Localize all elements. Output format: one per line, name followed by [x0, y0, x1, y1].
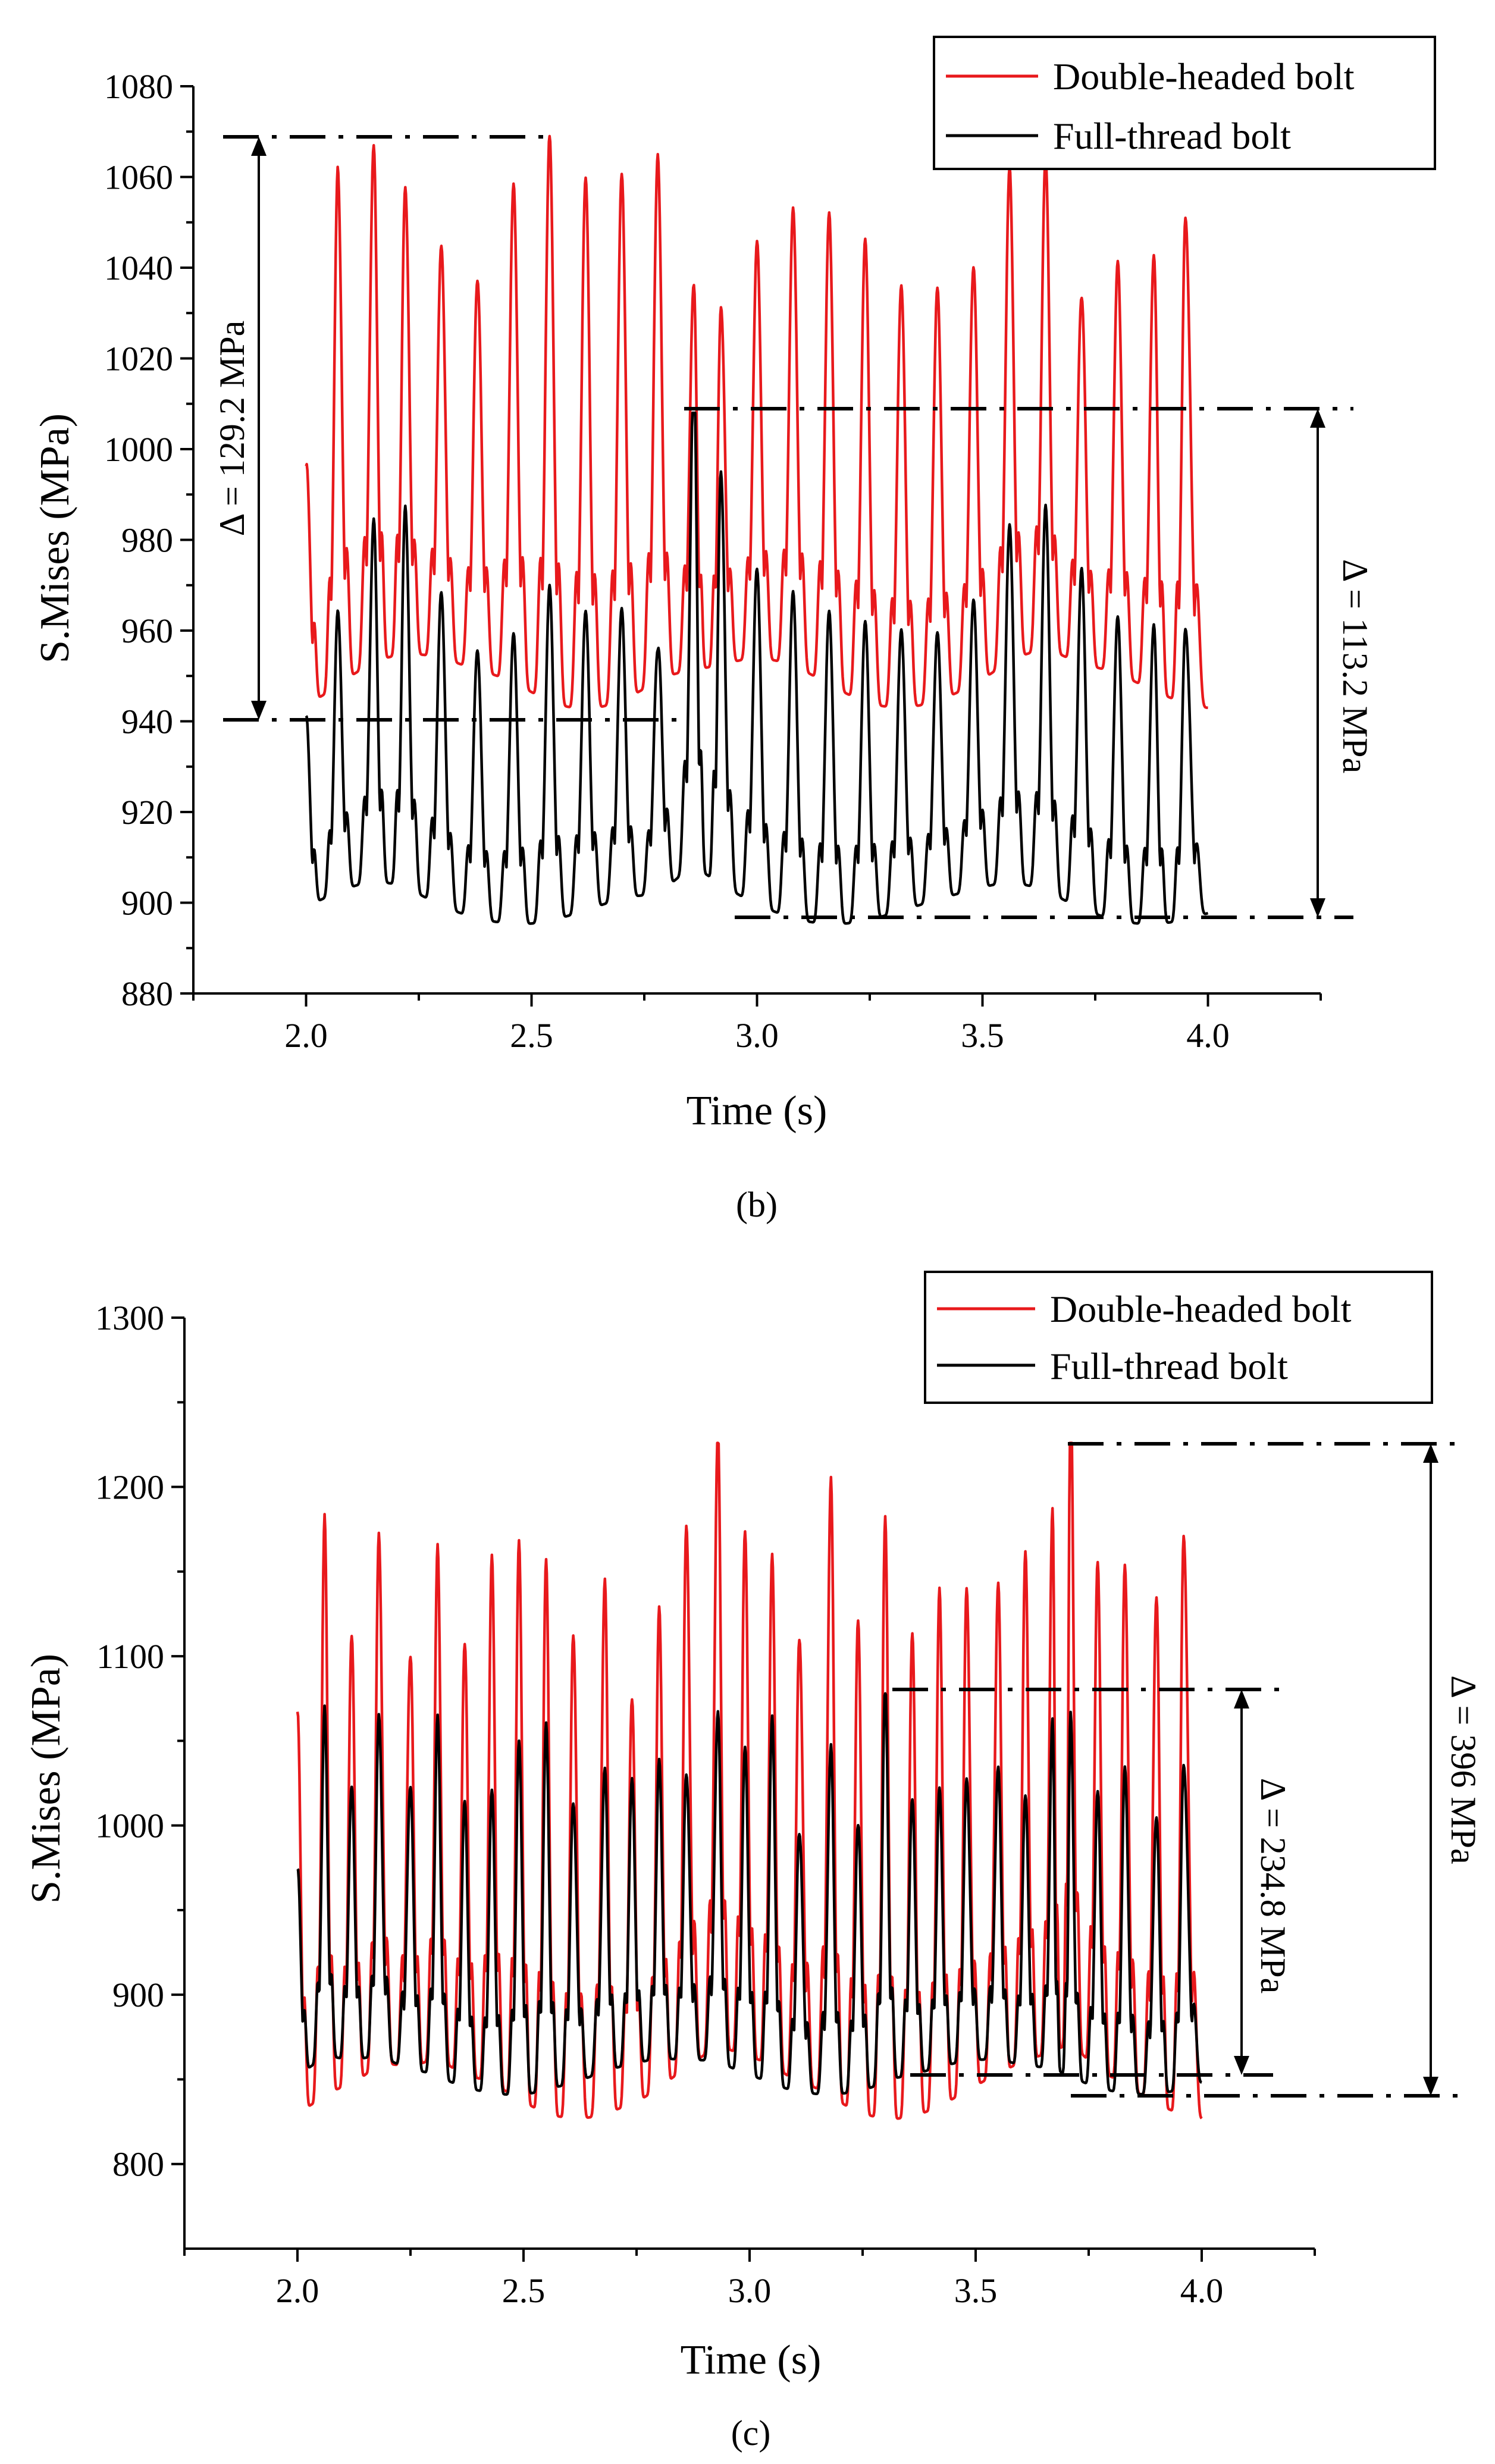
y-tick-label: 920 — [121, 793, 173, 832]
y-tick-label: 1040 — [104, 249, 173, 287]
y-tick-label: 1300 — [95, 1299, 164, 1337]
legend-label-double: Double-headed bolt — [1053, 55, 1355, 98]
legend-box — [924, 1271, 1433, 1404]
annotation-text: Δ = 234.8 MPa — [1253, 1778, 1293, 1993]
chart-panel-b: 880 900 920 940 960 980 1000 1020 1040 1060 1080 2.… — [32, 36, 1436, 1224]
y-tick-label: 1000 — [95, 1807, 164, 1845]
tick-group: 880 900 920 940 960 980 1000 1020 1040 1060 1080 2.… — [104, 67, 1322, 1055]
panel-label-c: (c) — [731, 2413, 771, 2453]
x-tick-label: 3.5 — [954, 2271, 998, 2310]
y-tick-label: 880 — [121, 974, 173, 1013]
x-tick-label: 3.5 — [961, 1016, 1004, 1055]
y-tick-label: 940 — [121, 703, 173, 741]
series-group — [305, 134, 1209, 925]
y-tick-label: 1100 — [96, 1637, 164, 1676]
panel-label-b: (b) — [736, 1185, 778, 1224]
x-tick-label: 4.0 — [1186, 1016, 1230, 1055]
x-tick-label: 2.0 — [284, 1016, 328, 1055]
y-axis-title: S.Mises (MPa) — [23, 1654, 69, 1904]
y-tick-label: 900 — [112, 1976, 164, 2014]
x-tick-label: 4.0 — [1180, 2271, 1224, 2310]
arrow-head-down — [251, 701, 267, 720]
y-tick-label: 1200 — [95, 1468, 164, 1507]
arrow-head-down — [1423, 2077, 1438, 2096]
x-tick-label: 2.0 — [276, 2271, 319, 2310]
y-tick-label: 800 — [112, 2145, 164, 2184]
annotation-inner: Δ = 234.8 MPa — [892, 1688, 1293, 2077]
annotation-left: Δ = 129.2 MPa — [212, 135, 678, 722]
annotation-text: Δ = 396 MPa — [1444, 1675, 1483, 1864]
series-line-full-thread — [305, 411, 1209, 925]
legend-label-double: Double-headed bolt — [1050, 1288, 1352, 1330]
legend: Double-headed bolt Full-thread bolt — [933, 36, 1436, 170]
annotation-right: Δ = 113.2 MPa — [684, 407, 1375, 919]
arrow-head-down — [1310, 898, 1325, 917]
legend-label-full: Full-thread bolt — [1053, 115, 1291, 157]
y-tick-label: 1020 — [104, 340, 173, 378]
arrow-head-up — [1423, 1444, 1438, 1463]
x-axis-title: Time (s) — [681, 2337, 822, 2383]
y-tick-label: 1000 — [104, 430, 173, 469]
legend: Double-headed bolt Full-thread bolt — [924, 1271, 1433, 1404]
y-axis-title: S.Mises (MPa) — [32, 413, 78, 663]
x-tick-label: 2.5 — [502, 2271, 546, 2310]
chart-panel-c: 800 900 1000 1100 1200 1300 2.0 2.5 3.0 3.5 4.0 Ti… — [23, 1271, 1483, 2453]
series-line-double-headed — [305, 134, 1209, 710]
annotation-text: Δ = 129.2 MPa — [212, 321, 252, 536]
legend-label-full: Full-thread bolt — [1050, 1345, 1288, 1387]
arrow-head-down — [1234, 2056, 1249, 2075]
series-line-full-thread — [296, 1692, 1203, 2096]
arrow-head-up — [251, 137, 267, 156]
y-tick-label: 960 — [121, 612, 173, 650]
annotation-text: Δ = 113.2 MPa — [1336, 559, 1375, 773]
x-tick-label: 2.5 — [510, 1016, 553, 1055]
y-tick-label: 1080 — [104, 67, 173, 106]
tick-group: 800 900 1000 1100 1200 1300 2.0 2.5 3.0 3.5 4.0 — [95, 1299, 1316, 2310]
y-tick-label: 980 — [121, 521, 173, 560]
x-axis-title: Time (s) — [687, 1088, 828, 1134]
annotation-outer: Δ = 396 MPa — [1068, 1442, 1483, 2098]
y-tick-label: 1060 — [104, 158, 173, 197]
y-tick-label: 900 — [121, 884, 173, 923]
x-tick-label: 3.0 — [735, 1016, 779, 1055]
arrow-head-up — [1234, 1689, 1249, 1709]
series-group — [296, 1441, 1203, 2120]
arrow-head-up — [1310, 409, 1325, 428]
x-tick-label: 3.0 — [728, 2271, 772, 2310]
legend-box — [933, 36, 1436, 170]
